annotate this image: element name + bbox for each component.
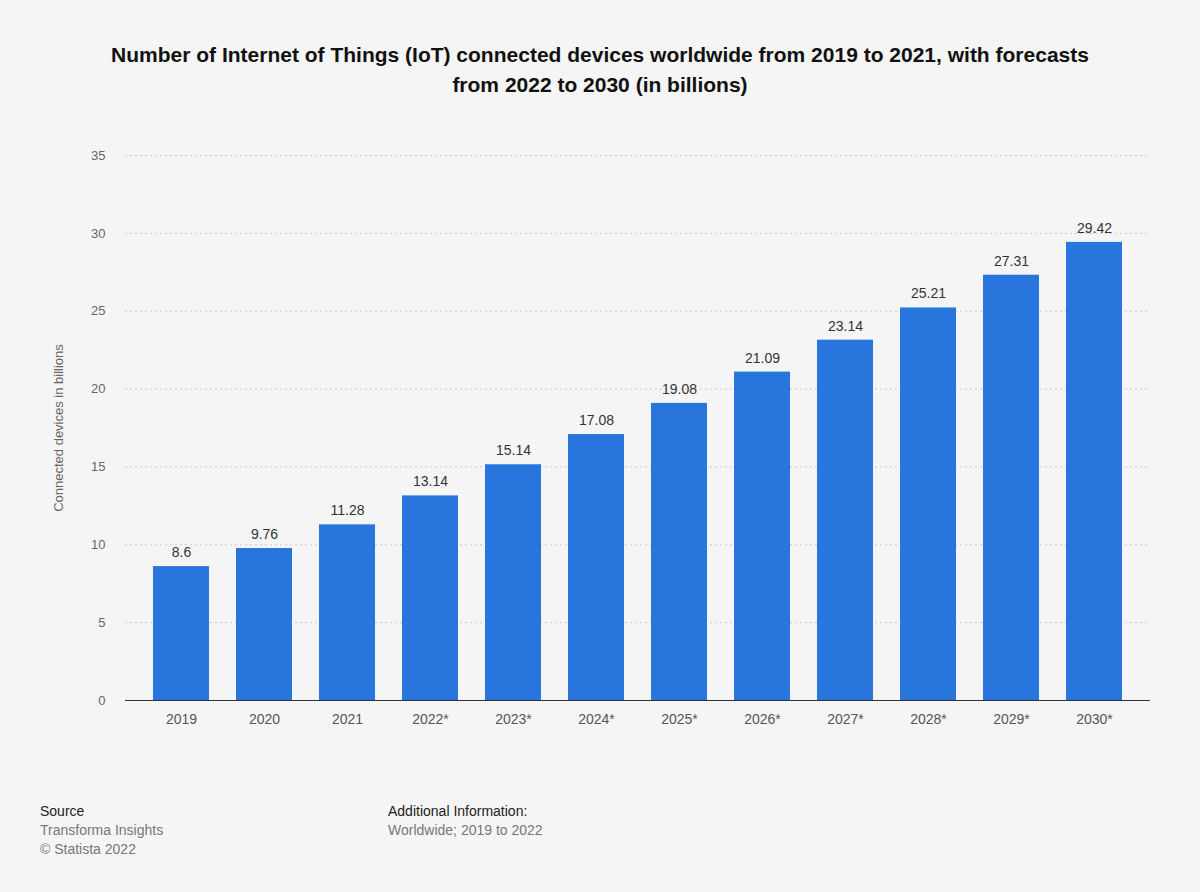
svg-text:17.08: 17.08 bbox=[579, 412, 614, 428]
svg-text:30: 30 bbox=[91, 226, 105, 241]
svg-text:2021: 2021 bbox=[332, 711, 363, 727]
svg-text:11.28: 11.28 bbox=[331, 502, 365, 518]
svg-text:23.14: 23.14 bbox=[828, 318, 863, 334]
svg-text:2019: 2019 bbox=[166, 711, 197, 727]
svg-text:15.14: 15.14 bbox=[496, 442, 531, 458]
svg-text:20: 20 bbox=[91, 381, 105, 396]
svg-text:2020: 2020 bbox=[249, 711, 280, 727]
svg-text:35: 35 bbox=[91, 148, 105, 163]
svg-text:2030*: 2030* bbox=[1076, 711, 1113, 727]
svg-text:25: 25 bbox=[91, 303, 105, 318]
svg-text:27.31: 27.31 bbox=[994, 253, 1029, 269]
svg-text:5: 5 bbox=[98, 615, 105, 630]
html-text:Transforma Insights: Transforma Insights bbox=[40, 822, 164, 838]
html-text:Additional Information:: Additional Information: bbox=[388, 803, 528, 819]
svg-text:21.09: 21.09 bbox=[745, 350, 780, 366]
svg-text:2025*: 2025* bbox=[661, 711, 698, 727]
svg-text:9.76: 9.76 bbox=[251, 526, 278, 542]
svg-text:8.6: 8.6 bbox=[172, 544, 192, 560]
html-text:Number of Internet of Things (: Number of Internet of Things (IoT) conne… bbox=[111, 43, 1089, 96]
svg-text:2029*: 2029* bbox=[993, 711, 1030, 727]
svg-text:2027*: 2027* bbox=[827, 711, 864, 727]
html-text:Worldwide; 2019 to 2022: Worldwide; 2019 to 2022 bbox=[388, 822, 543, 838]
svg-text:15: 15 bbox=[91, 459, 105, 474]
html-text:Source: Source bbox=[40, 803, 85, 819]
html-text:© Statista 2022: © Statista 2022 bbox=[40, 841, 136, 857]
svg-text:2028*: 2028* bbox=[910, 711, 947, 727]
svg-text:25.21: 25.21 bbox=[911, 285, 946, 301]
svg-text:Connected devices in billions: Connected devices in billions bbox=[51, 344, 66, 512]
svg-text:13.14: 13.14 bbox=[413, 473, 448, 489]
svg-text:2022*: 2022* bbox=[412, 711, 449, 727]
svg-text:10: 10 bbox=[91, 537, 105, 552]
svg-text:19.08: 19.08 bbox=[662, 381, 697, 397]
svg-text:2024*: 2024* bbox=[578, 711, 615, 727]
svg-text:0: 0 bbox=[98, 693, 105, 708]
svg-text:2023*: 2023* bbox=[495, 711, 532, 727]
svg-text:29.42: 29.42 bbox=[1077, 220, 1112, 236]
svg-text:2026*: 2026* bbox=[744, 711, 781, 727]
